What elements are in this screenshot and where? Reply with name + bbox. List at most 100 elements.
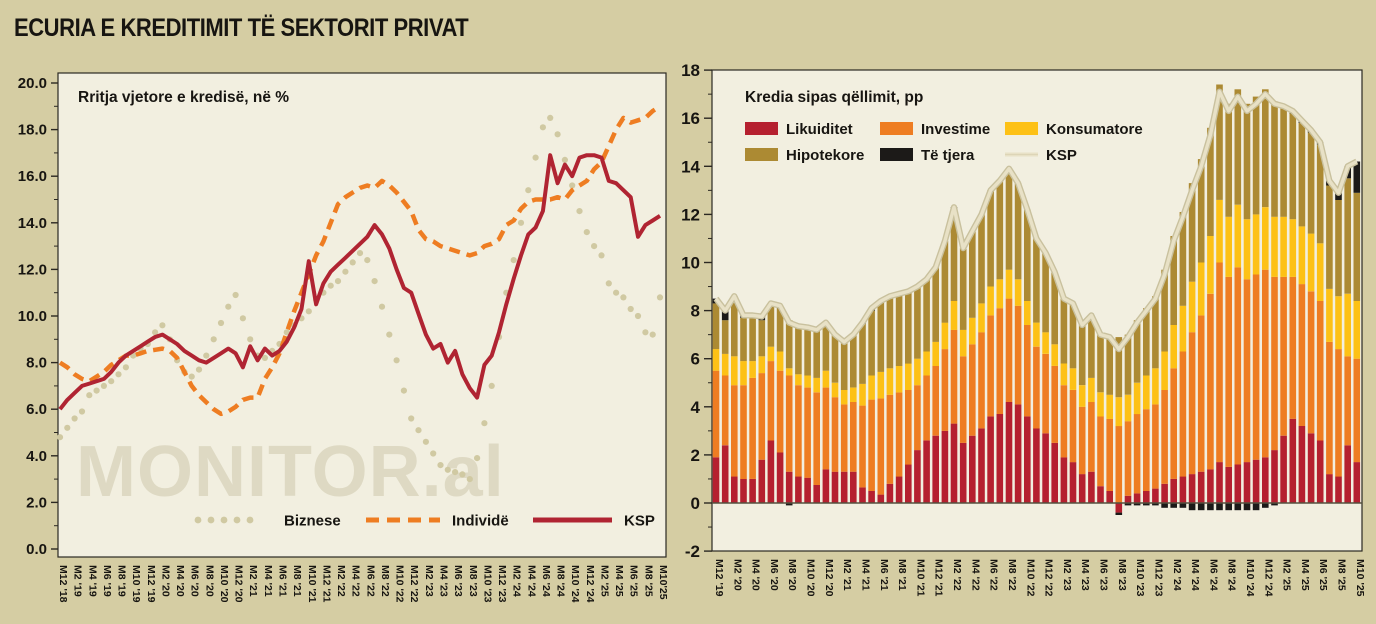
bar-segment-konsumatore: [1024, 301, 1031, 325]
bar-segment-likuiditet: [1024, 416, 1031, 503]
bar-segment-të-tjera: [1170, 503, 1177, 508]
bar-segment-konsumatore: [850, 387, 857, 402]
left-legend: Biznese Individë KSP: [194, 513, 655, 530]
x-axis-label: M4 '24: [525, 565, 537, 597]
biznese-dot: [152, 329, 159, 336]
biznese-dot: [444, 466, 451, 473]
bar-segment-hipotekore: [1133, 320, 1141, 383]
bar-segment-konsumatore: [877, 371, 885, 399]
bar-segment-hipotekore: [1252, 96, 1260, 215]
bar-segment-likuiditet: [1216, 462, 1223, 503]
legend-swatch-hipotekore: [745, 148, 778, 161]
biznese-dot: [605, 280, 612, 287]
y-axis-label: 2.0: [26, 494, 47, 511]
bar-segment-konsumatore: [1289, 219, 1297, 277]
x-axis-label: M2 '25: [1281, 559, 1293, 591]
legend-ksp-label: KSP: [624, 513, 655, 530]
bar-segment-hipotekore: [932, 267, 939, 342]
bar-segment-likuiditet: [905, 464, 912, 503]
x-axis-label: M12 '23: [496, 565, 508, 603]
biznese-dot: [122, 364, 129, 371]
bar-segment-hipotekore: [941, 240, 949, 323]
bar-segment-hipotekore: [1069, 303, 1077, 369]
bar-segment-hipotekore: [1024, 209, 1031, 301]
x-axis-label: M8 '25: [1336, 559, 1348, 591]
bar-segment-konsumatore: [840, 390, 848, 405]
bar-segment-likuiditet: [1170, 478, 1177, 503]
bar-segment-investime: [1353, 358, 1361, 463]
bar-segment-likuiditet: [886, 483, 894, 503]
bar-segment-likuiditet: [767, 440, 775, 503]
x-axis-label: M10 '20: [218, 565, 230, 603]
biznese-dot: [393, 357, 400, 364]
bar-segment-investime: [877, 398, 885, 495]
biznese-dot: [591, 243, 598, 250]
bar-segment-hipotekore: [776, 308, 784, 352]
bar-segment-investime: [1243, 279, 1251, 463]
bar-segment-hipotekore: [712, 303, 720, 350]
bar-segment-hipotekore: [767, 305, 775, 347]
biznese-dot: [613, 289, 620, 296]
x-axis-label: M12 '24: [1262, 559, 1274, 597]
biznese-dot: [78, 408, 86, 415]
bar-segment-hipotekore: [1197, 159, 1205, 263]
biznese-dot: [510, 257, 517, 264]
biznese-dot: [656, 294, 664, 301]
bar-segment-investime: [1262, 269, 1269, 458]
bar-segment-investime: [1033, 346, 1040, 429]
bar-segment-konsumatore: [1033, 322, 1040, 347]
bar-segment-investime: [914, 385, 921, 451]
bar-segment-hipotekore: [1115, 337, 1123, 398]
bar-segment-likuiditet: [1335, 476, 1342, 503]
bar-segment-likuiditet: [831, 471, 839, 503]
bar-segment-likuiditet: [1298, 426, 1306, 503]
biznese-dot: [188, 373, 195, 380]
x-axis-label: M12 '21: [320, 565, 332, 603]
bar-segment-të-tjera: [1335, 192, 1342, 200]
biznese-dot: [598, 252, 605, 259]
bar-segment-konsumatore: [1115, 397, 1123, 427]
bar-segment-likuiditet: [1353, 462, 1361, 503]
y-axis-label: 12.0: [18, 261, 47, 278]
biznese-dot: [583, 229, 590, 236]
x-axis-label: M12 '22: [1043, 559, 1055, 597]
bar-segment-të-tjera: [1353, 161, 1361, 193]
bar-segment-investime: [1051, 365, 1058, 443]
biznese-dot: [430, 450, 437, 457]
x-axis-label: M8 '24: [1226, 559, 1238, 591]
biznese-dot: [627, 305, 634, 313]
bar-segment-konsumatore: [1152, 368, 1159, 405]
bar-segment-hipotekore: [850, 334, 857, 388]
biznese-dot: [283, 329, 290, 336]
x-axis-label: M4 '23: [1079, 559, 1091, 591]
bar-segment-të-tjera: [1216, 503, 1223, 511]
x-axis-label: M8 '23: [1116, 559, 1128, 591]
bar-segment-konsumatore: [1262, 207, 1269, 270]
bar-segment-konsumatore: [1207, 236, 1214, 294]
stacked-bars: [712, 84, 1361, 515]
bar-segment-investime: [1024, 325, 1031, 417]
x-axis-label: M12 '24: [584, 565, 596, 603]
x-axis-label: M8 '22: [379, 565, 391, 597]
legend-biznese-swatch: [246, 516, 254, 524]
x-axis-label: M2 '21: [841, 559, 853, 591]
x-axis-label: M8 '22: [1006, 559, 1018, 591]
bar-segment-konsumatore: [1252, 214, 1260, 275]
y-axis-label: 8: [691, 302, 700, 321]
biznese-dot: [620, 294, 627, 301]
bar-segment-investime: [776, 370, 784, 453]
bar-segment-të-tjera: [1188, 503, 1196, 511]
y-axis-label: 0.0: [26, 541, 47, 558]
bar-segment-hipotekore: [905, 291, 912, 364]
bar-segment-likuiditet: [1252, 459, 1260, 503]
biznese-dot: [554, 131, 561, 138]
bar-segment-likuiditet: [950, 423, 958, 503]
biznese-dot: [422, 438, 429, 445]
bar-segment-likuiditet: [959, 442, 967, 503]
legend-swatch-të-tjera: [880, 148, 913, 161]
biznese-dot: [642, 329, 649, 336]
bar-segment-konsumatore: [1097, 392, 1104, 417]
bar-segment-hipotekore: [1298, 123, 1306, 227]
x-axis-label: M6 '21: [277, 565, 289, 597]
